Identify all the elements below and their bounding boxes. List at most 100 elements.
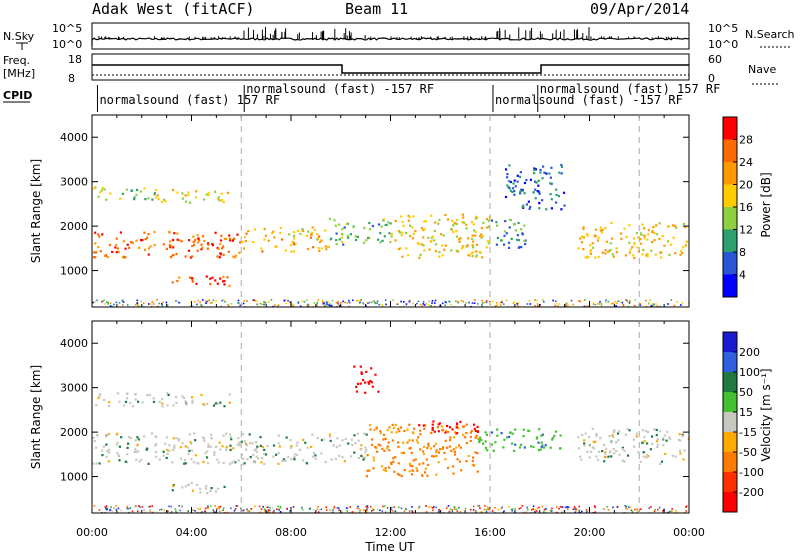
echo-cell — [134, 439, 137, 442]
echo-cell — [238, 251, 241, 254]
echo-cell — [511, 191, 514, 194]
echo-cell — [626, 428, 629, 431]
echo-cell — [121, 300, 124, 302]
echo-cell — [625, 235, 628, 238]
echo-cell — [191, 401, 194, 404]
echo-cell — [178, 276, 181, 279]
echo-cell — [346, 222, 349, 225]
echo-cell — [194, 239, 197, 242]
echo-cell — [320, 508, 322, 511]
echo-cell — [420, 243, 423, 246]
echo-cell — [470, 221, 474, 224]
echo-cell — [216, 508, 218, 510]
echo-cell — [397, 247, 401, 251]
echo-cell — [289, 439, 292, 442]
echo-cell — [329, 435, 332, 438]
echo-cell — [680, 249, 683, 252]
echo-cell — [496, 224, 499, 227]
echo-cell — [542, 446, 546, 449]
colorbar-tick-label: 16 — [739, 201, 753, 214]
echo-cell — [165, 301, 168, 304]
echo-cell — [645, 454, 649, 457]
echo-cell — [502, 446, 505, 449]
echo-cell — [210, 302, 212, 304]
echo-cell — [435, 473, 438, 476]
echo-cell — [408, 423, 411, 426]
echo-cell — [655, 224, 658, 227]
echo-cell — [595, 455, 598, 458]
echo-cell — [596, 239, 600, 242]
echo-cell — [124, 247, 127, 250]
echo-cell — [474, 299, 476, 301]
echo-cell — [542, 165, 545, 168]
echo-cell — [678, 433, 681, 436]
echo-cell — [459, 420, 462, 423]
echo-cell — [211, 301, 213, 304]
echo-cell — [583, 305, 586, 307]
echo-cell — [190, 277, 194, 280]
echo-cell — [446, 505, 448, 508]
echo-cell — [263, 227, 266, 231]
echo-cell — [202, 235, 205, 238]
echo-cell — [667, 240, 670, 243]
echo-cell — [444, 304, 446, 307]
echo-cell — [92, 436, 95, 439]
echo-cell — [313, 302, 316, 304]
echo-cell — [446, 466, 450, 469]
echo-cell — [98, 395, 101, 398]
echo-cell — [196, 483, 199, 486]
echo-cell — [592, 302, 595, 304]
echo-cell — [588, 456, 591, 459]
echo-cell — [202, 403, 205, 406]
echo-cell — [416, 441, 419, 444]
velocity-colorbar-label: Velocity [m s⁻¹] — [759, 368, 773, 461]
echo-cell — [668, 436, 671, 439]
echo-cell — [195, 190, 198, 193]
echo-cell — [253, 449, 256, 452]
cpid-mode-label: normalsound (fast) -157 RF — [246, 82, 434, 96]
colorbar-segment — [723, 372, 737, 393]
echo-cell — [509, 189, 512, 192]
echo-cell — [447, 505, 450, 507]
echo-cell — [538, 202, 541, 205]
echo-cell — [474, 510, 477, 512]
echo-cell — [377, 238, 380, 241]
echo-cell — [432, 420, 435, 423]
echo-cell — [501, 300, 503, 302]
echo-cell — [373, 428, 376, 432]
echo-cell — [607, 250, 610, 253]
echo-cell — [441, 244, 444, 247]
echo-cell — [216, 255, 219, 258]
echo-cell — [222, 434, 225, 437]
echo-cell — [299, 232, 302, 236]
echo-cell — [573, 508, 576, 510]
echo-cell — [115, 505, 117, 507]
echo-cell — [347, 442, 350, 445]
echo-cell — [474, 217, 477, 220]
echo-cell — [170, 505, 172, 508]
colorbar-tick-label: 15 — [739, 406, 753, 419]
echo-cell — [662, 511, 664, 513]
echo-cell — [507, 186, 510, 189]
echo-cell — [663, 244, 666, 247]
echo-cell — [681, 433, 684, 436]
echo-cell — [455, 508, 458, 511]
echo-cell — [579, 511, 581, 513]
echo-cell — [614, 301, 617, 303]
echo-cell — [189, 441, 192, 444]
echo-cell — [252, 299, 255, 301]
echo-cell — [331, 299, 334, 302]
echo-cell — [490, 443, 493, 446]
echo-cell — [372, 456, 375, 459]
echo-cell — [563, 510, 565, 512]
echo-cell — [444, 213, 447, 217]
echo-cell — [626, 300, 629, 303]
echo-cell — [586, 450, 589, 453]
echo-cell — [639, 242, 642, 245]
echo-cell — [168, 244, 171, 247]
colorbar-tick-label: -200 — [739, 486, 764, 499]
echo-cell — [431, 300, 434, 302]
echo-cell — [273, 509, 275, 512]
nsky-strip — [91, 22, 690, 50]
